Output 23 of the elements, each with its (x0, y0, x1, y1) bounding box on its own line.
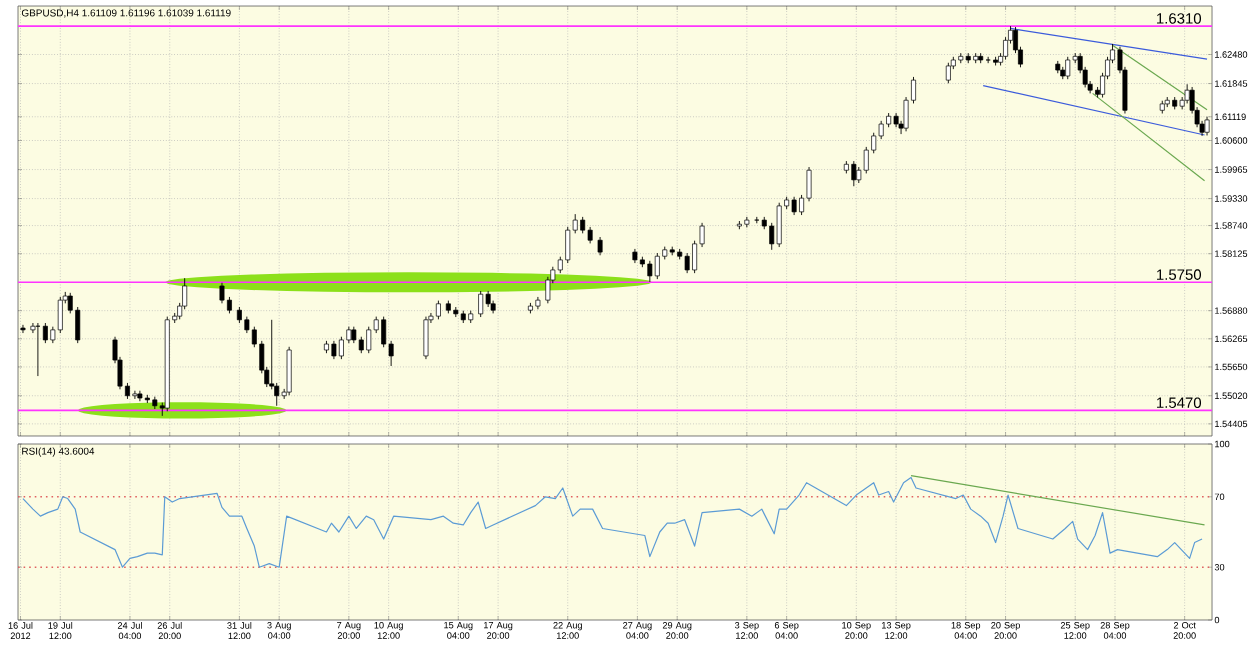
candlestick (132, 390, 138, 400)
candlestick (57, 296, 63, 334)
candlestick (985, 56, 991, 64)
candlestick (219, 282, 225, 304)
candlestick (647, 260, 653, 283)
candlestick (331, 340, 337, 360)
candlestick (435, 300, 441, 320)
candlestick (654, 252, 660, 280)
candlestick (478, 290, 484, 318)
candlestick (791, 196, 797, 216)
line-series (22, 476, 1203, 568)
candlestick (338, 336, 344, 360)
candlestick (851, 160, 857, 187)
candlestick (366, 326, 372, 354)
candlestick (42, 322, 48, 344)
candlestick (1204, 116, 1210, 136)
candlestick (565, 226, 571, 264)
candlestick (423, 316, 429, 360)
candlestick (1065, 56, 1071, 80)
candlestick (286, 346, 292, 396)
candlestick (776, 202, 782, 248)
candlestick (945, 62, 951, 84)
candlestick (597, 236, 603, 256)
